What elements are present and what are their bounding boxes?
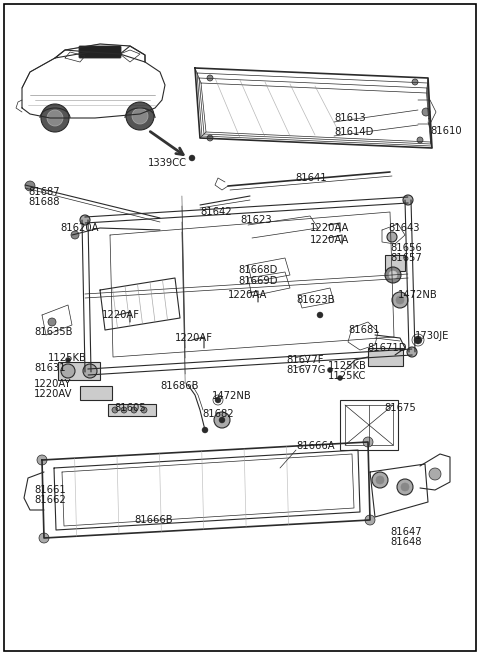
Text: 81666A: 81666A: [296, 441, 335, 451]
FancyBboxPatch shape: [79, 46, 121, 58]
Circle shape: [207, 135, 213, 141]
Text: 1125KB: 1125KB: [328, 361, 367, 371]
Bar: [340, 400, 398, 450]
Circle shape: [219, 417, 225, 423]
Text: 81631: 81631: [34, 363, 66, 373]
Circle shape: [37, 455, 47, 465]
Circle shape: [337, 375, 343, 381]
Text: 81635B: 81635B: [34, 327, 72, 337]
Text: 81642: 81642: [200, 207, 232, 217]
Text: 81610: 81610: [430, 126, 462, 136]
Circle shape: [422, 108, 430, 116]
Text: 81620A: 81620A: [60, 223, 98, 233]
Text: 81669D: 81669D: [238, 276, 277, 286]
Circle shape: [61, 364, 75, 378]
Text: 81675: 81675: [384, 403, 416, 413]
Circle shape: [385, 267, 401, 283]
Circle shape: [48, 318, 56, 326]
Text: 81656: 81656: [390, 243, 422, 253]
Text: 1220AV: 1220AV: [34, 389, 72, 399]
Circle shape: [387, 232, 397, 242]
Circle shape: [202, 427, 208, 433]
Circle shape: [80, 215, 90, 225]
Circle shape: [372, 472, 388, 488]
Text: 1125KB: 1125KB: [48, 353, 87, 363]
Circle shape: [126, 102, 154, 130]
Text: 81662: 81662: [34, 495, 66, 505]
Bar: [108, 404, 156, 416]
Text: 81671D: 81671D: [367, 343, 407, 353]
Text: 81681: 81681: [348, 325, 380, 335]
Circle shape: [189, 155, 195, 161]
Text: 1472NB: 1472NB: [398, 290, 438, 300]
Text: 81687: 81687: [28, 187, 60, 197]
Circle shape: [407, 347, 417, 357]
Circle shape: [112, 407, 118, 413]
Text: 1730JE: 1730JE: [415, 331, 449, 341]
Text: 1220AY: 1220AY: [34, 379, 72, 389]
Text: 81614D: 81614D: [334, 127, 373, 137]
Text: 1220AA: 1220AA: [310, 235, 349, 245]
Text: 1472NB: 1472NB: [212, 391, 252, 401]
Circle shape: [429, 468, 441, 480]
Circle shape: [83, 364, 97, 378]
Circle shape: [401, 483, 409, 491]
Circle shape: [376, 476, 384, 484]
Circle shape: [71, 231, 79, 239]
Text: 81605: 81605: [114, 403, 145, 413]
Circle shape: [215, 397, 221, 403]
Circle shape: [396, 296, 404, 304]
Text: 81657: 81657: [390, 253, 422, 263]
Circle shape: [412, 79, 418, 85]
Circle shape: [317, 312, 323, 318]
Text: 1220AF: 1220AF: [175, 333, 213, 343]
Text: 81613: 81613: [334, 113, 366, 123]
Text: 81668D: 81668D: [238, 265, 277, 275]
Circle shape: [327, 367, 333, 373]
Circle shape: [41, 104, 69, 132]
Text: 1339CC: 1339CC: [148, 158, 187, 168]
Circle shape: [363, 437, 373, 447]
Text: 81677F: 81677F: [286, 355, 324, 365]
Circle shape: [131, 407, 137, 413]
Bar: [80, 386, 112, 400]
Circle shape: [403, 195, 413, 205]
Text: 81688: 81688: [28, 197, 60, 207]
Bar: [345, 405, 393, 445]
Text: 81661: 81661: [34, 485, 66, 495]
Text: 81666B: 81666B: [134, 515, 173, 525]
Circle shape: [83, 367, 93, 377]
Circle shape: [397, 479, 413, 495]
Circle shape: [47, 110, 63, 126]
Text: 1125KC: 1125KC: [328, 371, 366, 381]
Circle shape: [389, 271, 397, 279]
Text: 81686B: 81686B: [160, 381, 199, 391]
Circle shape: [207, 75, 213, 81]
Circle shape: [39, 533, 49, 543]
Circle shape: [214, 412, 230, 428]
Text: 1220AA: 1220AA: [228, 290, 267, 300]
Circle shape: [25, 181, 35, 191]
Text: 81677G: 81677G: [286, 365, 325, 375]
Text: 81623B: 81623B: [296, 295, 335, 305]
Circle shape: [121, 407, 127, 413]
Bar: [368, 348, 403, 366]
Text: 81648: 81648: [390, 537, 421, 547]
Text: 81647: 81647: [390, 527, 421, 537]
Text: 81641: 81641: [295, 173, 326, 183]
Circle shape: [365, 515, 375, 525]
Text: 1220AF: 1220AF: [102, 310, 140, 320]
Circle shape: [392, 292, 408, 308]
Text: 81682: 81682: [202, 409, 234, 419]
Circle shape: [414, 336, 422, 344]
Circle shape: [141, 407, 147, 413]
Text: 81643: 81643: [388, 223, 420, 233]
Bar: [385, 255, 405, 271]
Circle shape: [417, 137, 423, 143]
Text: 81623: 81623: [240, 215, 272, 225]
Circle shape: [132, 108, 148, 124]
Circle shape: [65, 358, 71, 362]
Text: 1220AA: 1220AA: [310, 223, 349, 233]
Bar: [58, 362, 100, 380]
